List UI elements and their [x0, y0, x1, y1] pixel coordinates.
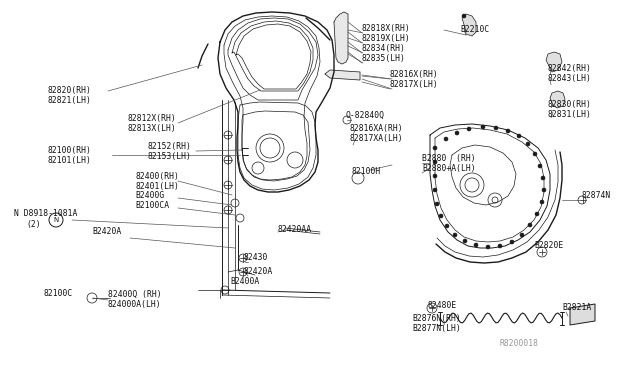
Text: 82816X(RH): 82816X(RH) — [390, 70, 439, 78]
Text: 82843(LH): 82843(LH) — [548, 74, 592, 83]
Text: B2877N(LH): B2877N(LH) — [412, 324, 461, 333]
Circle shape — [463, 239, 467, 243]
Circle shape — [526, 142, 530, 146]
Text: B2400G: B2400G — [135, 192, 164, 201]
Text: 82816XA(RH): 82816XA(RH) — [350, 124, 404, 132]
Circle shape — [541, 176, 545, 180]
Circle shape — [517, 134, 521, 138]
Text: 82430: 82430 — [244, 253, 268, 263]
Text: 82100C: 82100C — [44, 289, 73, 298]
Text: 82812X(RH): 82812X(RH) — [128, 113, 177, 122]
Circle shape — [486, 245, 490, 249]
Text: 82817X(LH): 82817X(LH) — [390, 80, 439, 89]
Text: 82400Q (RH): 82400Q (RH) — [108, 289, 162, 298]
Circle shape — [453, 233, 457, 237]
Text: 82152(RH): 82152(RH) — [148, 141, 192, 151]
Text: 82401(LH): 82401(LH) — [135, 182, 179, 190]
Text: 82817XA(LH): 82817XA(LH) — [350, 134, 404, 142]
Text: 824000A(LH): 824000A(LH) — [108, 299, 162, 308]
Text: 82100H: 82100H — [352, 167, 381, 176]
Text: B2420A: B2420A — [92, 228, 121, 237]
Text: B2880  (RH): B2880 (RH) — [422, 154, 476, 163]
Text: 82153(LH): 82153(LH) — [148, 151, 192, 160]
Polygon shape — [570, 304, 595, 325]
Text: 82818X(RH): 82818X(RH) — [362, 23, 411, 32]
Circle shape — [467, 127, 471, 131]
Circle shape — [510, 240, 514, 244]
Circle shape — [433, 174, 437, 178]
Polygon shape — [462, 14, 476, 36]
Text: R8200018: R8200018 — [500, 340, 539, 349]
Circle shape — [533, 152, 537, 156]
Circle shape — [528, 223, 532, 227]
Circle shape — [481, 125, 485, 129]
Circle shape — [439, 214, 443, 218]
Text: N: N — [53, 217, 59, 223]
Text: 82400(RH): 82400(RH) — [135, 171, 179, 180]
Text: N D8918-1081A: N D8918-1081A — [14, 209, 77, 218]
Text: 82101(LH): 82101(LH) — [48, 155, 92, 164]
Text: 82830(RH): 82830(RH) — [548, 100, 592, 109]
Circle shape — [433, 146, 437, 150]
Text: B2100CA: B2100CA — [135, 202, 169, 211]
Circle shape — [520, 233, 524, 237]
Polygon shape — [334, 12, 348, 64]
Text: 82100(RH): 82100(RH) — [48, 145, 92, 154]
Text: B2400A: B2400A — [230, 278, 259, 286]
Text: 82813X(LH): 82813X(LH) — [128, 124, 177, 132]
Text: 82842(RH): 82842(RH) — [548, 64, 592, 73]
Circle shape — [474, 243, 478, 247]
Circle shape — [433, 160, 437, 164]
Circle shape — [540, 200, 544, 204]
Text: B2820E: B2820E — [534, 241, 563, 250]
Circle shape — [455, 131, 459, 135]
Polygon shape — [550, 91, 565, 108]
Polygon shape — [546, 52, 562, 72]
Text: (2): (2) — [26, 219, 40, 228]
Text: 82820(RH): 82820(RH) — [48, 87, 92, 96]
Circle shape — [445, 224, 449, 228]
Text: O-82840Q: O-82840Q — [345, 110, 384, 119]
Text: 82420AA: 82420AA — [278, 225, 312, 234]
Text: B2880+A(LH): B2880+A(LH) — [422, 164, 476, 173]
Polygon shape — [325, 70, 360, 80]
Circle shape — [462, 14, 466, 18]
Text: 82821(LH): 82821(LH) — [48, 96, 92, 105]
Circle shape — [542, 188, 546, 192]
Text: 82835(LH): 82835(LH) — [362, 54, 406, 62]
Text: 82831(LH): 82831(LH) — [548, 110, 592, 119]
Text: 82874N: 82874N — [582, 192, 611, 201]
Circle shape — [498, 244, 502, 248]
Circle shape — [506, 129, 510, 133]
Circle shape — [433, 188, 437, 192]
Text: 82480E: 82480E — [428, 301, 457, 310]
Text: B2821A: B2821A — [562, 304, 591, 312]
Text: B2876N(RH): B2876N(RH) — [412, 314, 461, 323]
Circle shape — [535, 212, 539, 216]
Circle shape — [435, 202, 439, 206]
Circle shape — [494, 126, 498, 130]
Text: 82834(RH): 82834(RH) — [362, 44, 406, 52]
Text: B2210C: B2210C — [460, 26, 489, 35]
Text: 82420A: 82420A — [244, 267, 273, 276]
Text: 82819X(LH): 82819X(LH) — [362, 33, 411, 42]
Circle shape — [444, 137, 448, 141]
Circle shape — [538, 164, 542, 168]
